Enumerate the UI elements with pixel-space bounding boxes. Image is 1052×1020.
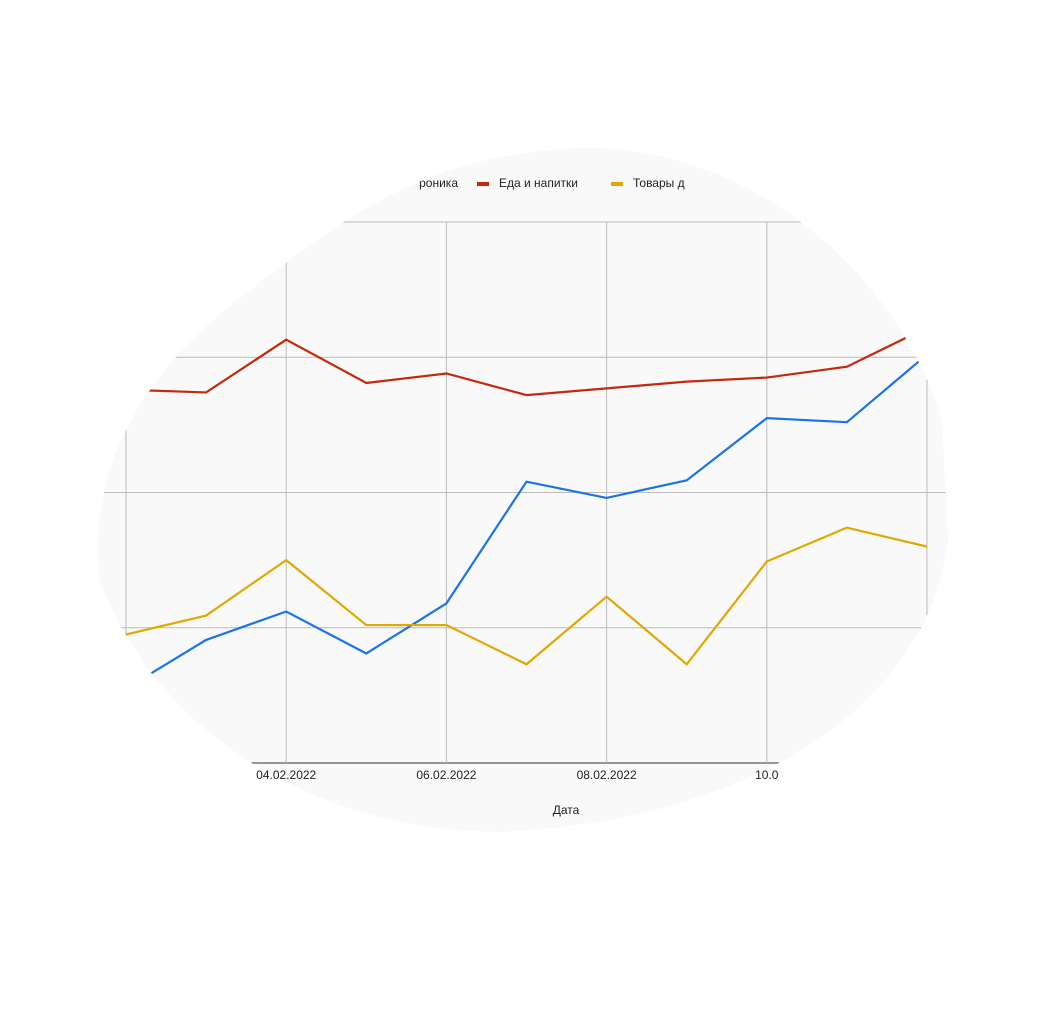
legend: роника Еда и напитки Товары д (419, 176, 685, 190)
series-line (125, 526, 928, 666)
legend-swatch (611, 182, 623, 186)
x-axis-title: Дата (553, 803, 580, 817)
x-tick-label: 10.0 (755, 768, 779, 782)
viewport-blob (98, 148, 949, 832)
x-tick-label: 08.02.2022 (577, 768, 637, 782)
series-line (125, 353, 928, 690)
legend-swatch (477, 182, 489, 186)
x-tick-label: 06.02.2022 (416, 768, 476, 782)
legend-label: Еда и напитки (499, 176, 578, 190)
series-line (125, 326, 928, 397)
legend-label: Товары д (633, 176, 685, 190)
legend-label: роника (419, 176, 458, 190)
x-tick-label: 04.02.2022 (256, 768, 316, 782)
